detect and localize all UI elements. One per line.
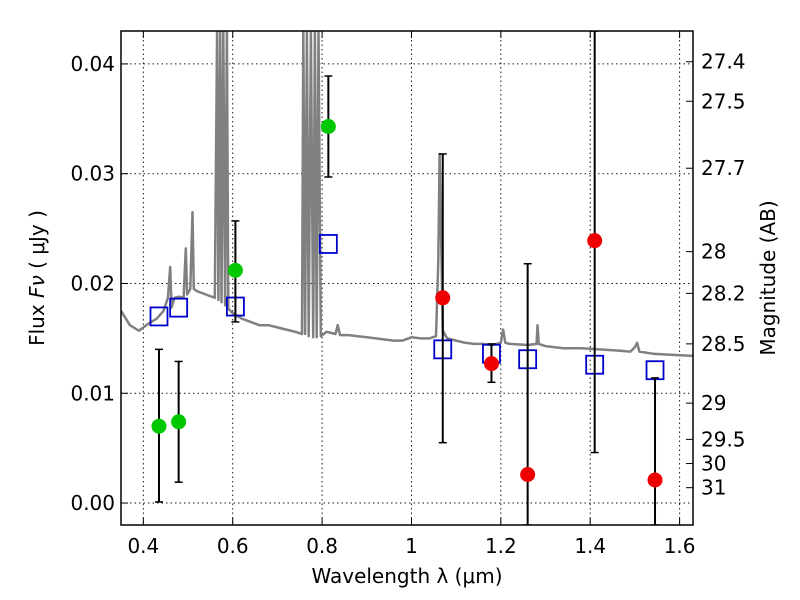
- x-tick-label: 0.6: [217, 534, 249, 558]
- model-photometry-square: [645, 360, 665, 381]
- x-tick-label: 1.6: [664, 534, 696, 558]
- y-axis-title-prefix: Flux: [25, 298, 49, 346]
- y-axis-title: Flux Fν ( μJy ): [25, 210, 49, 346]
- x-tick-label: 1.2: [485, 534, 517, 558]
- x-tick-label: 0.4: [127, 534, 159, 558]
- y-tick-label: 0.03: [70, 162, 115, 186]
- y-tick-label: 0.04: [70, 52, 115, 76]
- observed-nir-point: [483, 356, 499, 372]
- y2-tick-label: 27.4: [701, 50, 746, 74]
- observed-nir-point: [647, 472, 663, 488]
- observed-optical-point: [171, 414, 187, 430]
- y2-tick-label: 28.2: [701, 281, 746, 305]
- x-axis-title: Wavelength λ (μm): [311, 564, 502, 588]
- y2-tick-label: 27.7: [701, 156, 746, 180]
- y-axis-title-symbol: Fν: [25, 275, 49, 298]
- observed-nir-point: [587, 233, 603, 249]
- grid: [121, 31, 693, 525]
- model-spectrum-line: [121, 31, 693, 358]
- observed-optical-point: [151, 418, 167, 434]
- y2-tick-label: 29.5: [701, 427, 746, 451]
- y2-tick-label: 28.5: [701, 332, 746, 356]
- y-tick-label: 0.01: [70, 381, 115, 405]
- y2-axis-title: Magnitude (AB): [756, 200, 780, 355]
- plot-frame: [120, 30, 694, 526]
- model-photometry-square: [318, 234, 338, 254]
- y-tick-label: 0.00: [70, 491, 115, 515]
- y2-tick-label: 30: [701, 452, 726, 476]
- axis-ticks: 0.4 0.6 0.8 1 1.2 1.4 1.6 0.00 0.01 0.02 0.03 0.04 2…: [70, 31, 746, 558]
- y2-tick-label: 31: [701, 476, 726, 500]
- model-photometry-square: [149, 306, 169, 327]
- y2-tick-label: 29: [701, 391, 726, 415]
- x-tick-label: 0.8: [306, 534, 338, 558]
- y-axis-title-unit: ( μJy ): [25, 210, 49, 275]
- y2-tick-label: 28: [701, 240, 726, 264]
- plot-data: [121, 31, 693, 525]
- observed-optical-point: [320, 119, 336, 135]
- observed-nir-point: [435, 290, 451, 306]
- y2-tick-label: 27.5: [701, 89, 746, 113]
- y-tick-label: 0.02: [70, 271, 115, 295]
- x-tick-label: 1.4: [574, 534, 606, 558]
- x-tick-label: 1: [405, 534, 418, 558]
- observed-optical-point: [227, 262, 243, 278]
- model-photometry-square: [169, 297, 189, 318]
- observed-nir-point: [520, 467, 536, 483]
